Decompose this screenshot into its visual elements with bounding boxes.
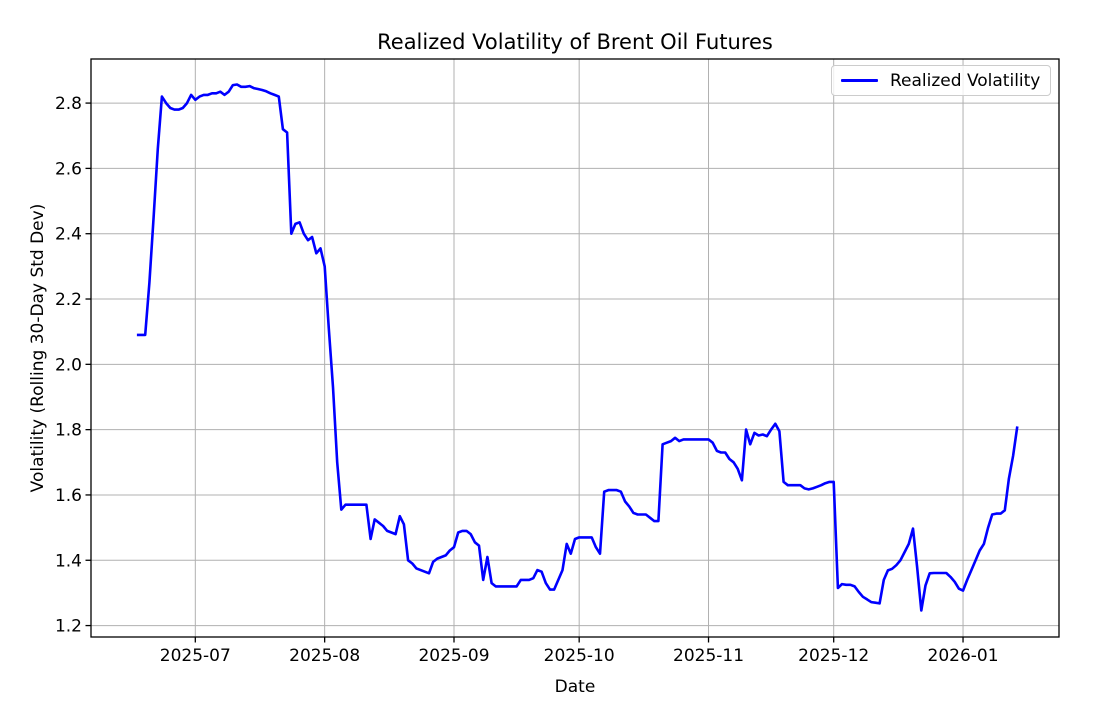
y-tick-label: 1.8: [55, 421, 82, 441]
x-tick-label: 2025-09: [418, 646, 489, 666]
y-axis-label: Volatility (Rolling 30-Day Std Dev): [28, 203, 48, 493]
x-tick-label: 2025-08: [289, 646, 360, 666]
chart-title: Realized Volatility of Brent Oil Futures: [377, 30, 773, 54]
x-tick-label: 2026-01: [928, 646, 999, 666]
x-tick-label: 2025-11: [673, 646, 744, 666]
y-tick-label: 1.2: [55, 617, 82, 637]
legend-label: Realized Volatility: [890, 70, 1041, 91]
y-tick-label: 2.4: [55, 225, 82, 245]
x-tick-label: 2025-07: [160, 646, 231, 666]
y-tick-label: 2.8: [55, 94, 82, 114]
y-tick-label: 2.6: [55, 159, 82, 179]
legend: Realized Volatility: [831, 65, 1051, 96]
x-tick-label: 2025-10: [544, 646, 615, 666]
y-tick-label: 2.0: [55, 355, 82, 375]
legend-line-sample: [841, 79, 878, 82]
plot-border: [90, 58, 1060, 638]
y-tick-label: 1.6: [55, 486, 82, 506]
y-tick-label: 1.4: [55, 551, 82, 571]
x-tick-label: 2025-12: [798, 646, 869, 666]
volatility-line: [136, 83, 1019, 612]
x-axis-label: Date: [554, 677, 596, 697]
y-tick-label: 2.2: [55, 290, 82, 310]
